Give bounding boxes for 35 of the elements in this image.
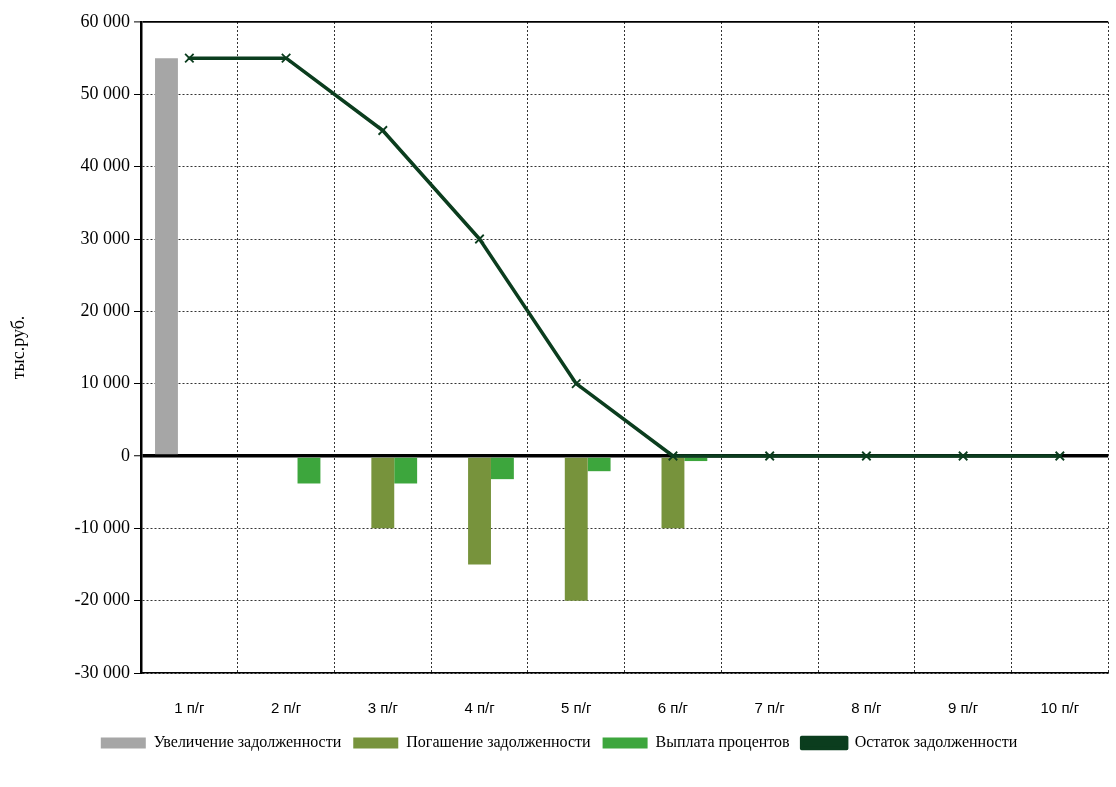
x-tick-label: 10 п/г bbox=[1040, 699, 1080, 717]
legend-label: Выплата процентов bbox=[655, 733, 791, 752]
y-tick-label: 60 000 bbox=[80, 10, 130, 31]
y-axis-title: тыс.руб. bbox=[7, 315, 28, 380]
x-tick-label: 9 п/г bbox=[947, 699, 979, 717]
x-tick-label: 1 п/г bbox=[174, 699, 206, 717]
point bbox=[667, 450, 679, 462]
x-tick-label: 6 п/г bbox=[657, 699, 689, 717]
point bbox=[571, 378, 582, 389]
y-tick-label: 20 000 bbox=[80, 300, 130, 321]
y-tick-label: 0 bbox=[121, 444, 130, 465]
y-tick-label: -10 000 bbox=[74, 517, 130, 538]
y-tick-label: 40 000 bbox=[80, 155, 130, 176]
y-tick-label: 10 000 bbox=[80, 372, 130, 393]
point bbox=[957, 450, 969, 462]
x-tick-label: 3 п/г bbox=[367, 699, 399, 717]
legend-label: Увеличение задолженности bbox=[153, 733, 342, 752]
x-tick-label: 2 п/г bbox=[270, 699, 302, 717]
y-tick-label: 50 000 bbox=[80, 83, 130, 104]
point bbox=[184, 53, 195, 64]
y-tick-label: -30 000 bbox=[74, 661, 130, 682]
point bbox=[764, 450, 775, 462]
x-tick-label: 7 п/г bbox=[754, 699, 786, 717]
legend-label: Остаток задолженности bbox=[854, 733, 1018, 752]
y-tick-label: -20 000 bbox=[74, 589, 130, 610]
legend-label: Погашение задолженности bbox=[406, 733, 592, 752]
x-tick-label: 8 п/г bbox=[851, 699, 883, 717]
point bbox=[280, 53, 292, 64]
x-tick-label: 4 п/г bbox=[464, 699, 496, 717]
point bbox=[474, 233, 485, 245]
point bbox=[1054, 450, 1065, 462]
point bbox=[377, 125, 388, 136]
y-tick-label: 30 000 bbox=[80, 227, 130, 248]
point bbox=[861, 450, 872, 462]
x-tick-label: 5 п/г bbox=[561, 699, 592, 717]
